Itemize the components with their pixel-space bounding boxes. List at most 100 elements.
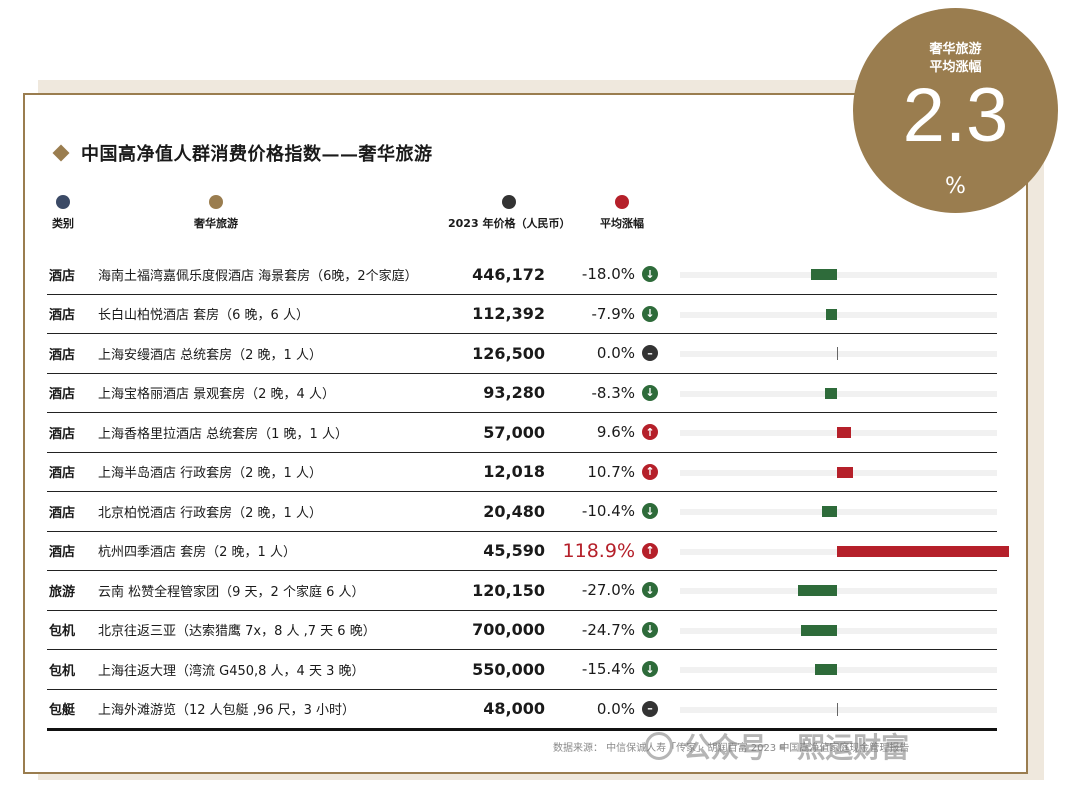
legend-dot-navy	[56, 195, 70, 209]
bar-positive	[837, 427, 851, 438]
row-item: 上海半岛酒店 行政套房（2 晚，1 人）	[98, 466, 322, 482]
bar-positive	[837, 466, 853, 478]
watermark-text: 公众号 · 熙运财富	[683, 731, 910, 764]
row-category: 酒店	[49, 505, 76, 521]
bar-track	[680, 272, 997, 278]
row-change: 0.0%	[596, 699, 635, 718]
average-badge: 奢华旅游 平均涨幅 2.3 %	[853, 8, 1058, 213]
row-category: 旅游	[49, 584, 76, 600]
row-price: 48,000	[483, 699, 545, 719]
row-direction: ↓	[642, 295, 660, 334]
row-direction: ↓	[642, 611, 660, 650]
table-row: 酒店 上海宝格丽酒店 景观套房（2 晚，4 人） 93,280 -8.3% ↓	[47, 374, 997, 413]
bar-track	[680, 627, 997, 634]
zero-tick	[837, 347, 838, 360]
row-change: -7.9%	[591, 304, 635, 323]
row-price: 57,000	[483, 422, 545, 442]
legend-category: 类别	[52, 195, 74, 231]
bar-negative	[797, 585, 837, 596]
row-change: -15.4%	[581, 660, 635, 679]
bar-negative	[821, 506, 837, 517]
row-item: 上海外滩游览（12 人包艇 ,96 尺，3 小时）	[98, 703, 356, 719]
row-direction: ↓	[642, 492, 660, 531]
bar-track	[680, 706, 997, 713]
row-price: 126,500	[472, 343, 545, 363]
table-row: 酒店 长白山柏悦酒店 套房（6 晚，6 人） 112,392 -7.9% ↓	[47, 295, 997, 334]
legend-item-label: 奢华旅游	[194, 217, 238, 230]
row-category: 酒店	[49, 466, 76, 482]
row-direction: ↓	[642, 650, 660, 689]
row-category: 包机	[49, 624, 76, 640]
data-table: 酒店 海南土福湾嘉佩乐度假酒店 海景套房（6晚，2个家庭） 446,172 -18.0…	[47, 255, 1009, 731]
table-row: 酒店 上海香格里拉酒店 总统套房（1 晚，1 人） 57,000 9.6% ↑	[47, 413, 997, 453]
equal-icon: –	[642, 700, 658, 717]
table-row: 包机 北京往返三亚（达索猎鹰 7x，8 人 ,7 天 6 晚） 700,000 -24…	[47, 611, 997, 650]
row-direction: ↑	[642, 413, 660, 452]
table-row: 酒店 上海安缦酒店 总统套房（2 晚，1 人） 126,500 0.0% –	[47, 334, 997, 374]
row-change: 118.9%	[562, 539, 635, 562]
legend-price: 2023 年价格（人民币）	[448, 195, 570, 231]
row-direction: ↑	[642, 453, 660, 492]
arrow-down-icon: ↓	[642, 503, 658, 520]
badge-unit: %	[945, 174, 966, 199]
legend-item: 奢华旅游	[194, 195, 238, 231]
row-category: 酒店	[49, 308, 76, 324]
row-change: 0.0%	[596, 344, 635, 363]
bar-track	[680, 311, 997, 318]
equal-icon: –	[642, 345, 658, 362]
row-item: 上海安缦酒店 总统套房（2 晚，1 人）	[98, 347, 322, 363]
row-category: 酒店	[49, 268, 76, 284]
diamond-icon	[52, 144, 70, 162]
wechat-icon	[645, 732, 673, 760]
table-row: 包机 上海往返大理（湾流 G450,8 人，4 天 3 晚） 550,000 -15.…	[47, 650, 997, 690]
arrow-down-icon: ↓	[642, 266, 658, 283]
row-category: 酒店	[49, 426, 76, 442]
row-item: 北京往返三亚（达索猎鹰 7x，8 人 ,7 天 6 晚）	[98, 624, 376, 640]
row-change: 10.7%	[587, 462, 635, 481]
legend-change-label: 平均涨幅	[600, 217, 644, 230]
arrow-up-icon: ↑	[642, 463, 658, 480]
bar-negative	[825, 308, 837, 320]
bar-track	[680, 390, 997, 397]
row-item: 云南 松赞全程管家团（9 天，2 个家庭 6 人）	[98, 584, 365, 600]
row-price: 20,480	[483, 501, 545, 521]
row-direction: ↓	[642, 571, 660, 610]
table-row: 酒店 杭州四季酒店 套房（2 晚，1 人） 45,590 118.9% ↑	[47, 532, 1009, 571]
row-direction: –	[642, 690, 660, 729]
row-item: 上海宝格丽酒店 景观套房（2 晚，4 人）	[98, 387, 335, 403]
legend-dot-dark	[502, 195, 517, 209]
row-item: 上海往返大理（湾流 G450,8 人，4 天 3 晚）	[98, 663, 365, 679]
table-row: 酒店 北京柏悦酒店 行政套房（2 晚，1 人） 20,480 -10.4% ↓	[47, 492, 997, 532]
row-item: 杭州四季酒店 套房（2 晚，1 人）	[98, 545, 296, 561]
arrow-down-icon: ↓	[642, 384, 658, 401]
row-category: 酒店	[49, 545, 76, 561]
row-item: 上海香格里拉酒店 总统套房（1 晚，1 人）	[98, 426, 348, 442]
row-direction: ↑	[642, 532, 660, 571]
table-row: 包艇 上海外滩游览（12 人包艇 ,96 尺，3 小时） 48,000 0.0% –	[47, 690, 997, 731]
table-row: 酒店 上海半岛酒店 行政套房（2 晚，1 人） 12,018 10.7% ↑	[47, 453, 997, 492]
bar-negative	[810, 269, 837, 280]
bar-track	[680, 351, 997, 357]
bar-track	[680, 509, 997, 515]
row-change: -27.0%	[581, 581, 635, 600]
row-item: 海南土福湾嘉佩乐度假酒店 海景套房（6晚，2个家庭）	[98, 268, 418, 284]
arrow-up-icon: ↑	[642, 424, 658, 441]
row-price: 45,590	[483, 541, 545, 561]
legend-dot-red	[615, 195, 629, 209]
zero-tick	[837, 702, 838, 716]
badge-value: 2.3	[902, 73, 1009, 158]
arrow-down-icon: ↓	[642, 582, 658, 599]
row-price: 120,150	[472, 580, 545, 600]
row-direction: ↓	[642, 374, 660, 413]
watermark: 公众号 · 熙运财富	[645, 726, 909, 766]
arrow-up-icon: ↑	[642, 542, 658, 559]
row-category: 酒店	[49, 387, 76, 403]
title-row: 中国高净值人群消费价格指数——奢华旅游	[52, 140, 433, 166]
row-category: 酒店	[49, 347, 76, 363]
bar-negative	[814, 664, 837, 675]
row-price: 12,018	[483, 462, 545, 482]
row-price: 112,392	[472, 304, 545, 324]
row-change: -10.4%	[581, 502, 635, 521]
row-change: 9.6%	[596, 423, 635, 442]
bar-positive	[837, 545, 1009, 557]
